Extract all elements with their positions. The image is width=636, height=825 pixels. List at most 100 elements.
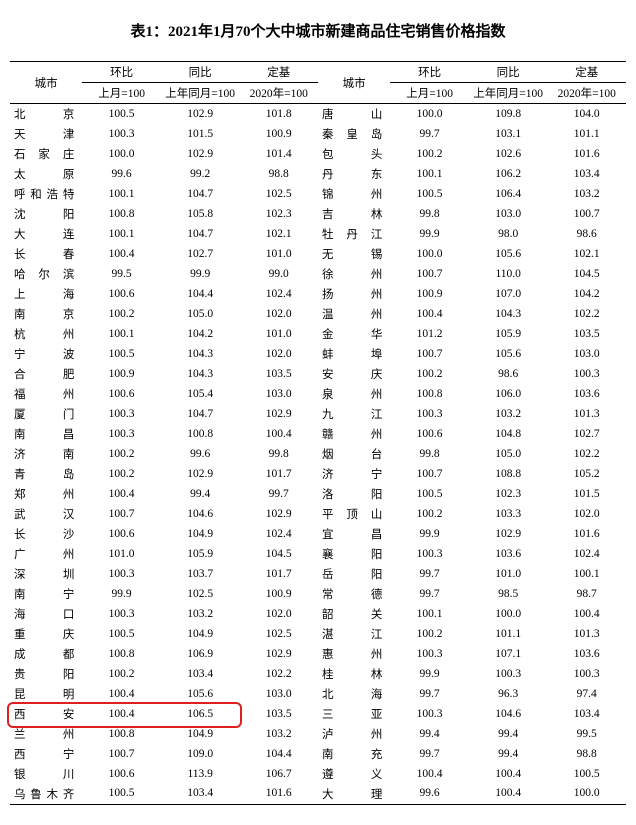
cell-mom: 99.9 bbox=[82, 584, 161, 604]
cell-city: 杭 州 bbox=[10, 324, 82, 344]
cell-yoy: 108.8 bbox=[469, 464, 548, 484]
cell-mom: 99.8 bbox=[390, 444, 469, 464]
table-row: 大 连100.1104.7102.1 bbox=[10, 224, 318, 244]
cell-mom: 100.6 bbox=[82, 284, 161, 304]
table-row: 广 州101.0105.9104.5 bbox=[10, 544, 318, 564]
cell-yoy: 105.9 bbox=[469, 324, 548, 344]
cell-city: 北 海 bbox=[318, 684, 390, 704]
cell-base: 102.9 bbox=[239, 404, 318, 424]
cell-base: 99.0 bbox=[239, 264, 318, 284]
cell-city: 长 沙 bbox=[10, 524, 82, 544]
table-row: 九 江100.3103.2101.3 bbox=[318, 404, 626, 424]
cell-base: 103.5 bbox=[239, 704, 318, 724]
table-row: 青 岛100.2102.9101.7 bbox=[10, 464, 318, 484]
cell-base: 103.2 bbox=[547, 184, 626, 204]
cell-base: 102.2 bbox=[547, 304, 626, 324]
cell-base: 100.7 bbox=[547, 204, 626, 224]
cell-mom: 100.2 bbox=[82, 444, 161, 464]
cell-city: 常 德 bbox=[318, 584, 390, 604]
cell-base: 100.9 bbox=[239, 124, 318, 144]
cell-base: 102.9 bbox=[239, 504, 318, 524]
cell-mom: 100.5 bbox=[82, 784, 161, 805]
table-row: 徐 州100.7110.0104.5 bbox=[318, 264, 626, 284]
cell-base: 102.4 bbox=[239, 524, 318, 544]
table-row: 昆 明100.4105.6103.0 bbox=[10, 684, 318, 704]
cell-base: 102.0 bbox=[547, 504, 626, 524]
table-row: 长 沙100.6104.9102.4 bbox=[10, 524, 318, 544]
cell-city: 襄 阳 bbox=[318, 544, 390, 564]
cell-base: 102.9 bbox=[239, 644, 318, 664]
cell-city: 南 充 bbox=[318, 744, 390, 764]
cell-mom: 100.8 bbox=[82, 644, 161, 664]
cell-yoy: 101.5 bbox=[161, 124, 240, 144]
cell-yoy: 98.5 bbox=[469, 584, 548, 604]
cell-base: 103.4 bbox=[547, 164, 626, 184]
cell-city: 青 岛 bbox=[10, 464, 82, 484]
cell-mom: 99.7 bbox=[390, 564, 469, 584]
cell-base: 100.3 bbox=[547, 664, 626, 684]
cell-base: 102.7 bbox=[547, 424, 626, 444]
table-container: 城市 环比 同比 定基 上月=100 上年同月=100 2020年=100 北 … bbox=[10, 61, 626, 805]
cell-yoy: 105.0 bbox=[469, 444, 548, 464]
table-row: 呼和浩特100.1104.7102.5 bbox=[10, 184, 318, 204]
cell-base: 103.6 bbox=[547, 644, 626, 664]
cell-mom: 101.0 bbox=[82, 544, 161, 564]
cell-mom: 100.0 bbox=[82, 144, 161, 164]
cell-base: 99.8 bbox=[239, 444, 318, 464]
col-yoy-base: 上年同月=100 bbox=[161, 83, 240, 104]
cell-base: 102.1 bbox=[239, 224, 318, 244]
table-row: 济 宁100.7108.8105.2 bbox=[318, 464, 626, 484]
table-row: 宁 波100.5104.3102.0 bbox=[10, 344, 318, 364]
col-base: 定基 bbox=[547, 62, 626, 83]
cell-city: 宁 波 bbox=[10, 344, 82, 364]
cell-city: 贵 阳 bbox=[10, 664, 82, 684]
cell-base: 102.5 bbox=[239, 184, 318, 204]
cell-mom: 100.2 bbox=[82, 664, 161, 684]
table-row: 深 圳100.3103.7101.7 bbox=[10, 564, 318, 584]
cell-base: 101.7 bbox=[239, 464, 318, 484]
cell-mom: 100.2 bbox=[82, 464, 161, 484]
cell-mom: 99.7 bbox=[390, 684, 469, 704]
table-row: 遵 义100.4100.4100.5 bbox=[318, 764, 626, 784]
cell-yoy: 106.5 bbox=[161, 704, 240, 724]
table-row: 沈 阳100.8105.8102.3 bbox=[10, 204, 318, 224]
col-base-base: 2020年=100 bbox=[547, 83, 626, 104]
cell-city: 大 连 bbox=[10, 224, 82, 244]
cell-city: 安 庆 bbox=[318, 364, 390, 384]
cell-mom: 100.1 bbox=[390, 164, 469, 184]
cell-city: 西 安 bbox=[10, 704, 82, 724]
cell-mom: 100.3 bbox=[82, 124, 161, 144]
cell-mom: 100.7 bbox=[390, 464, 469, 484]
table-row: 包 头100.2102.6101.6 bbox=[318, 144, 626, 164]
cell-city: 秦 皇 岛 bbox=[318, 124, 390, 144]
cell-yoy: 98.6 bbox=[469, 364, 548, 384]
cell-mom: 100.2 bbox=[390, 504, 469, 524]
cell-mom: 100.8 bbox=[82, 204, 161, 224]
cell-mom: 101.2 bbox=[390, 324, 469, 344]
cell-mom: 100.8 bbox=[390, 384, 469, 404]
table-row: 北 京100.5102.9101.8 bbox=[10, 104, 318, 125]
cell-base: 102.0 bbox=[239, 604, 318, 624]
cell-city: 深 圳 bbox=[10, 564, 82, 584]
cell-city: 乌鲁木齐 bbox=[10, 784, 82, 805]
table-left: 城市 环比 同比 定基 上月=100 上年同月=100 2020年=100 北 … bbox=[10, 61, 318, 805]
cell-yoy: 104.4 bbox=[161, 284, 240, 304]
cell-base: 103.0 bbox=[239, 684, 318, 704]
cell-mom: 100.3 bbox=[82, 564, 161, 584]
cell-city: 岳 阳 bbox=[318, 564, 390, 584]
cell-yoy: 102.3 bbox=[469, 484, 548, 504]
table-row: 锦 州100.5106.4103.2 bbox=[318, 184, 626, 204]
cell-city: 济 宁 bbox=[318, 464, 390, 484]
cell-yoy: 109.8 bbox=[469, 104, 548, 125]
cell-city: 宜 昌 bbox=[318, 524, 390, 544]
cell-mom: 99.6 bbox=[390, 784, 469, 805]
cell-base: 101.6 bbox=[239, 784, 318, 805]
col-yoy: 同比 bbox=[469, 62, 548, 83]
cell-city: 韶 关 bbox=[318, 604, 390, 624]
cell-yoy: 105.6 bbox=[469, 344, 548, 364]
cell-yoy: 99.4 bbox=[469, 724, 548, 744]
cell-city: 赣 州 bbox=[318, 424, 390, 444]
table-row: 海 口100.3103.2102.0 bbox=[10, 604, 318, 624]
cell-mom: 100.3 bbox=[390, 644, 469, 664]
cell-city: 沈 阳 bbox=[10, 204, 82, 224]
